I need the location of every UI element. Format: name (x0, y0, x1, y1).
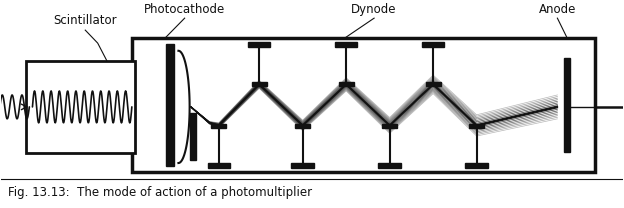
Bar (426, 82, 441, 85)
Bar (339, 82, 354, 85)
Bar (379, 163, 401, 168)
Polygon shape (156, 51, 190, 163)
Text: Scintillator: Scintillator (54, 14, 117, 27)
Bar (208, 163, 230, 168)
Text: Photocathode: Photocathode (144, 3, 225, 16)
Text: Anode: Anode (539, 3, 576, 16)
Bar (469, 124, 484, 128)
Bar (335, 42, 358, 47)
Bar (212, 124, 227, 128)
Bar (26, 61, 135, 153)
Bar (291, 163, 314, 168)
Bar (295, 124, 310, 128)
Bar (190, 113, 196, 160)
Bar (251, 82, 266, 85)
Bar (422, 42, 444, 47)
Bar (382, 124, 397, 128)
Bar (248, 42, 270, 47)
Text: Fig. 13.13:  The mode of action of a photomultiplier: Fig. 13.13: The mode of action of a phot… (7, 186, 312, 199)
Text: Dynode: Dynode (351, 3, 397, 16)
Bar (466, 163, 488, 168)
Bar (166, 44, 174, 166)
Bar (563, 58, 570, 152)
Bar (132, 38, 595, 172)
